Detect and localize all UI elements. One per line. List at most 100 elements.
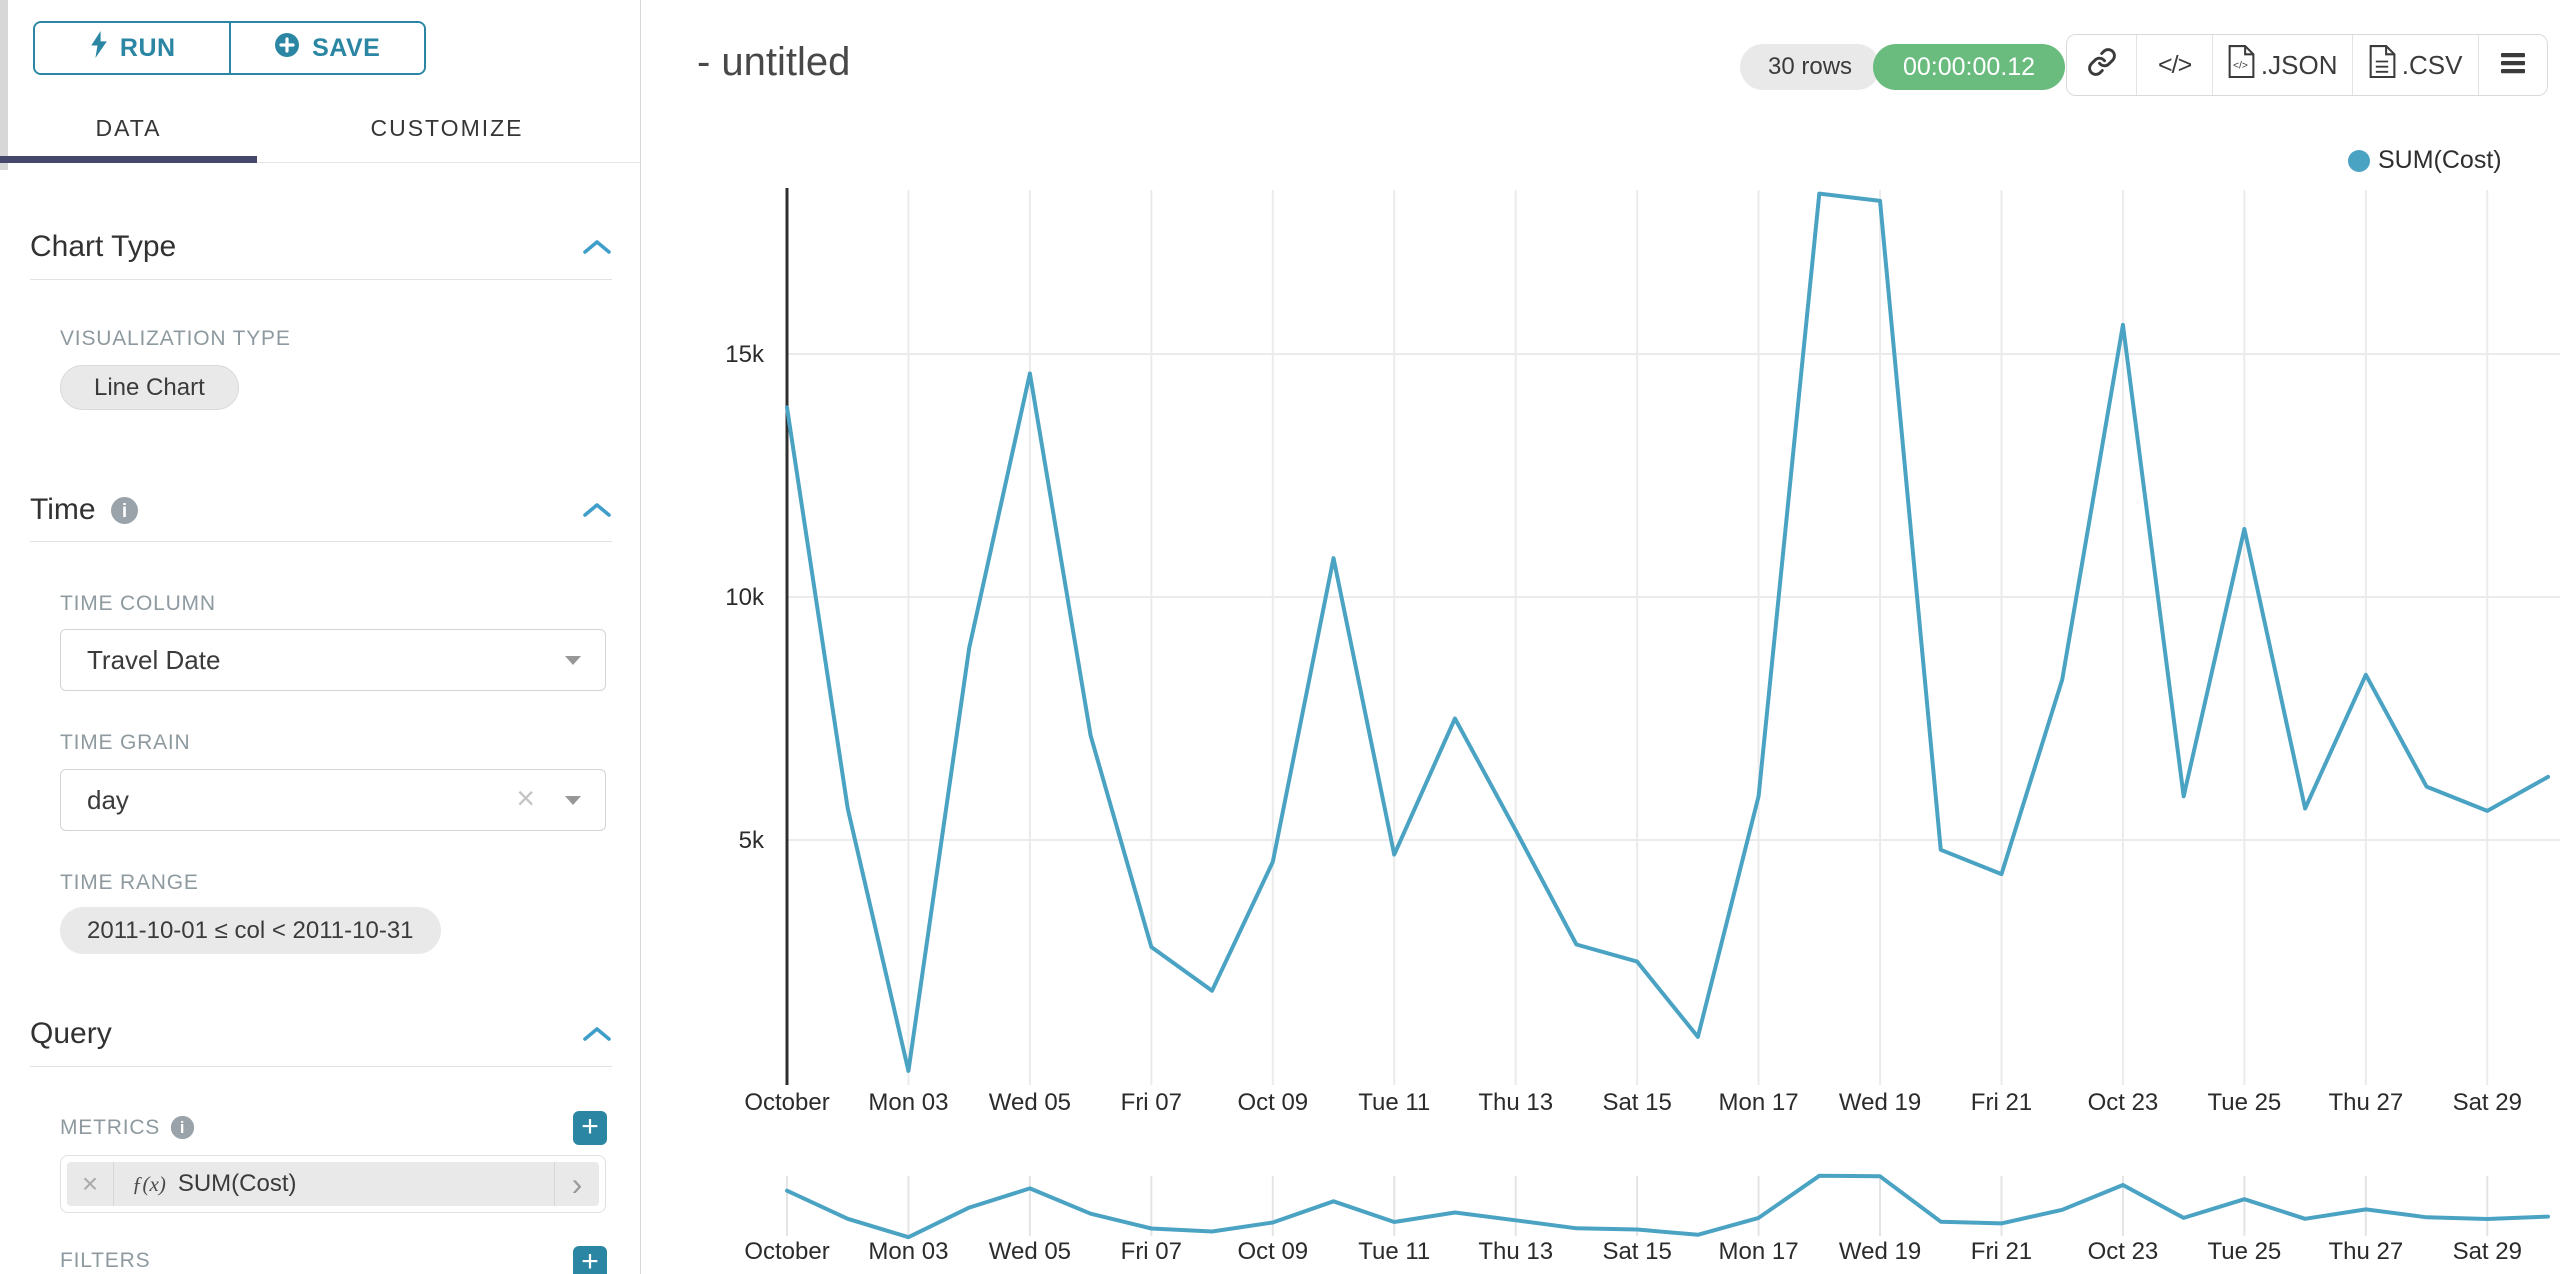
x-axis-tick-label: Wed 05 [989,1089,1071,1116]
y-axis-tick-label: 5k [739,827,765,854]
time-range-label: TIME RANGE [60,871,199,894]
legend-series-label: SUM(Cost) [2378,146,2502,174]
mini-x-axis-tick-label: Mon 17 [1719,1238,1799,1265]
csv-label: .CSV [2401,49,2463,80]
add-metric-button[interactable]: + [573,1111,607,1145]
row-count-badge: 30 rows [1740,44,1881,90]
x-axis-tick-label: Thu 13 [1478,1089,1553,1116]
mini-x-axis-tick-label: Mon 03 [868,1238,948,1265]
y-axis-tick-label: 15k [725,341,765,368]
mini-x-axis-tick-label: Oct 09 [1237,1238,1308,1265]
control-panel: RUN SAVE DATA CUSTOMIZE Chart Type VISU [0,0,641,1274]
caret-down-icon [565,796,581,805]
divider [30,541,612,542]
mini-x-axis-tick-label: Fri 21 [1971,1238,2032,1265]
section-query-header[interactable]: Query [30,1017,612,1051]
active-tab-indicator [0,156,257,163]
chart-title[interactable]: - untitled [697,40,851,84]
time-column-select[interactable]: Travel Date [60,629,606,691]
section-time-header[interactable]: Time i [30,493,612,527]
mini-x-axis-tick-label: Sat 15 [1602,1238,1671,1265]
visualization-type-value[interactable]: Line Chart [60,365,239,410]
x-axis-tick-label: Mon 03 [868,1089,948,1116]
mini-x-axis-tick-label: Fri 07 [1121,1238,1182,1265]
time-grain-value: day [87,784,129,815]
query-duration-badge: 00:00:00.12 [1873,44,2066,90]
remove-metric-icon[interactable]: × [67,1162,114,1206]
x-axis-tick-label: Mon 17 [1719,1089,1799,1116]
mini-x-axis-tick-label: Wed 05 [989,1238,1071,1265]
svg-text:i: i [121,501,126,522]
function-icon: ƒ(x) [132,1171,166,1196]
time-grain-select[interactable]: day × [60,769,606,831]
x-axis-tick-label: Fri 21 [1971,1089,2032,1116]
mini-x-axis-tick-label: Tue 11 [1358,1238,1430,1265]
export-csv-button[interactable]: .CSV [2352,35,2479,95]
left-edge-strip [0,0,8,170]
chart-type-title: Chart Type [30,230,177,263]
time-title: Time [30,493,96,526]
divider [30,279,612,280]
metric-item[interactable]: × ƒ(x) SUM(Cost) › [67,1162,599,1206]
csv-file-icon [2368,45,2396,85]
x-axis-tick-label: Oct 09 [1237,1089,1308,1116]
lightning-icon [88,31,108,65]
section-chart-type-header[interactable]: Chart Type [30,230,612,264]
divider [30,1066,612,1067]
tab-customize[interactable]: CUSTOMIZE [370,114,524,141]
y-axis-tick-label: 10k [725,584,765,611]
panel-tabs: DATA CUSTOMIZE [0,94,640,163]
add-filter-button[interactable]: + [573,1246,607,1274]
chevron-right-icon[interactable]: › [554,1162,599,1206]
time-range-value[interactable]: 2011-10-01 ≤ col < 2011-10-31 [60,907,441,954]
chevron-up-icon[interactable] [582,493,612,527]
query-title: Query [30,1017,112,1050]
x-axis-tick-label: Sat 29 [2453,1089,2522,1116]
run-save-group: RUN SAVE [33,21,426,75]
export-json-button[interactable]: </> .JSON [2212,35,2353,95]
clear-icon[interactable]: × [516,780,535,817]
save-label: SAVE [312,33,381,62]
save-button[interactable]: SAVE [230,23,424,73]
metric-name: SUM(Cost) [177,1170,297,1197]
export-toolbar: </> </> .JSON .CSV [2066,34,2548,96]
x-axis-tick-label: Wed 19 [1839,1089,1921,1116]
run-button[interactable]: RUN [35,23,231,73]
x-axis-tick-label: Sat 15 [1602,1089,1671,1116]
mini-x-axis-tick-label: Sat 29 [2453,1238,2522,1265]
share-link-button[interactable] [2067,35,2138,95]
chevron-up-icon[interactable] [582,230,612,264]
x-axis-tick-label: Thu 27 [2328,1089,2403,1116]
plus-circle-icon [274,32,300,65]
time-column-value: Travel Date [87,644,221,675]
info-icon: i [170,1115,195,1140]
info-icon: i [110,496,139,525]
series-line [785,191,2550,1073]
visualization-type-label: VISUALIZATION TYPE [60,327,291,350]
tab-data[interactable]: DATA [95,114,162,141]
menu-icon [2500,50,2526,81]
legend-series-dot [2348,149,2370,172]
time-column-label: TIME COLUMN [60,592,216,615]
metrics-label: METRICS i [60,1115,195,1140]
mini-x-axis-tick-label: Thu 27 [2328,1238,2403,1265]
metrics-field: × ƒ(x) SUM(Cost) › [60,1155,606,1213]
caret-down-icon [565,656,581,665]
time-grain-label: TIME GRAIN [60,731,191,754]
svg-text:i: i [180,1119,185,1137]
chevron-up-icon[interactable] [582,1017,612,1051]
view-query-button[interactable]: </> [2137,35,2213,95]
filters-label: FILTERS [60,1249,151,1272]
code-icon: </> [2158,50,2192,79]
x-axis-tick-label: Fri 07 [1121,1089,1182,1116]
legend-item[interactable]: SUM(Cost) [2348,146,2502,175]
x-axis-tick-label: Tue 11 [1358,1089,1430,1116]
more-options-button[interactable] [2478,35,2547,95]
mini-x-axis-tick-label: Tue 25 [2207,1238,2281,1265]
svg-text:</>: </> [2233,61,2248,72]
x-axis-tick-label: Tue 25 [2207,1089,2281,1116]
json-label: .JSON [2260,49,2338,80]
link-icon [2087,47,2117,84]
